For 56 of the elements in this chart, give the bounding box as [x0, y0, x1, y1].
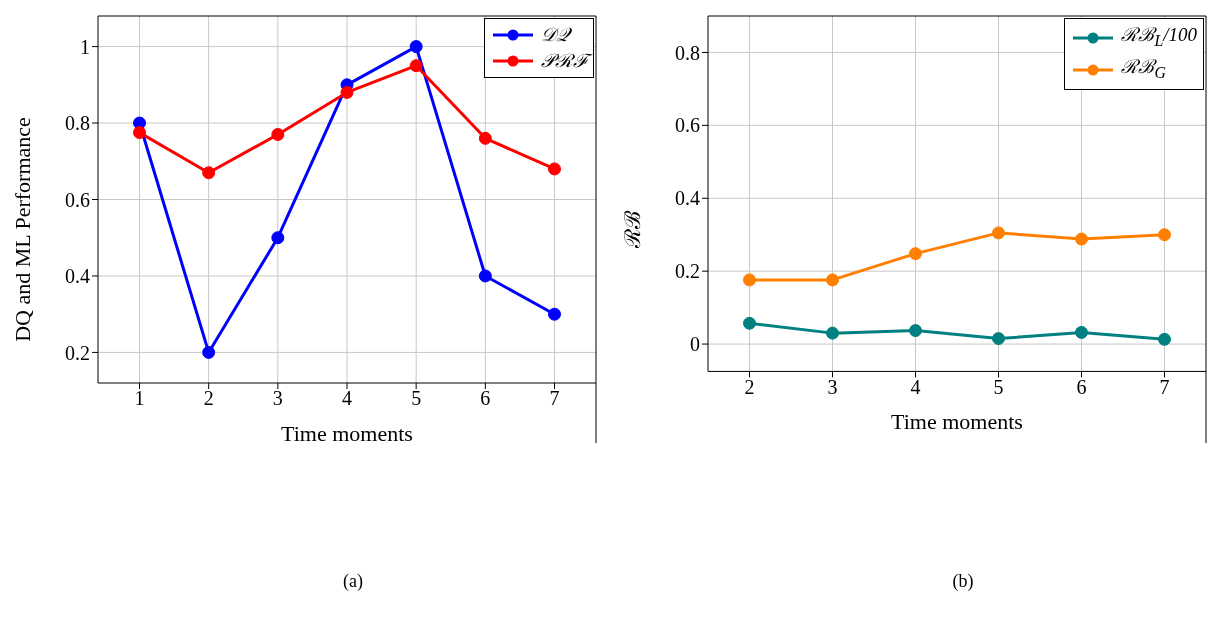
- point: [992, 226, 1005, 240]
- point: [202, 166, 216, 180]
- point: [909, 324, 922, 338]
- point: [1075, 325, 1088, 339]
- point: [478, 269, 492, 283]
- x-tick-label: 4: [910, 375, 921, 398]
- x-tick-label: 4: [342, 387, 352, 410]
- y-tick-label: 0.8: [675, 41, 700, 64]
- point: [1158, 228, 1171, 242]
- point: [271, 128, 285, 142]
- x-tick-label: 5: [993, 375, 1004, 398]
- point: [1075, 232, 1088, 246]
- legend-label: ℛℬ$_{G}$: [1121, 54, 1166, 83]
- y-tick-label: 0.6: [65, 188, 90, 211]
- y-tick-label: 0.2: [675, 260, 700, 283]
- x-tick-label: 3: [272, 387, 283, 410]
- x-axis-title: Time moments: [891, 409, 1023, 435]
- legend-label: 𝒟𝒬: [541, 23, 570, 47]
- point: [992, 332, 1005, 346]
- y-axis-title: ℛℬ: [619, 210, 645, 249]
- point: [271, 231, 285, 245]
- y-tick-label: 0.8: [65, 112, 90, 135]
- x-tick-label: 6: [480, 387, 491, 410]
- x-tick-label: 3: [827, 375, 838, 398]
- point: [743, 316, 756, 330]
- x-tick-label: 7: [1159, 375, 1170, 398]
- x-axis-title: Time moments: [281, 421, 413, 446]
- legend-label: ℛℬ$_{L}$/100: [1121, 23, 1197, 51]
- point: [409, 59, 423, 73]
- y-axis-title: DQ and ML Performance: [9, 117, 35, 342]
- x-tick-label: 5: [411, 387, 422, 410]
- point: [826, 326, 839, 340]
- point: [1158, 332, 1171, 346]
- text: (b): [951, 571, 975, 592]
- y-tick-label: 0.6: [675, 114, 700, 137]
- y-tick-label: 0.4: [65, 265, 90, 288]
- x-tick-label: 2: [744, 375, 755, 398]
- x-tick-label: 1: [134, 387, 145, 410]
- point: [548, 162, 561, 176]
- point: [909, 247, 922, 261]
- point: [340, 85, 354, 99]
- text: (a): [342, 571, 364, 592]
- y-tick-label: 0.4: [675, 187, 700, 210]
- x-tick-label: 2: [203, 387, 214, 410]
- point: [743, 273, 756, 287]
- x-tick-label: 7: [549, 387, 560, 410]
- y-tick-label: 0.2: [65, 341, 90, 364]
- point: [133, 126, 146, 140]
- point: [409, 40, 423, 54]
- point: [826, 273, 839, 287]
- y-tick-label: 1: [80, 35, 90, 58]
- y-tick-label: 0: [690, 333, 700, 356]
- point: [478, 131, 492, 145]
- x-tick-label: 6: [1076, 375, 1087, 398]
- point: [548, 307, 561, 321]
- point: [202, 345, 216, 359]
